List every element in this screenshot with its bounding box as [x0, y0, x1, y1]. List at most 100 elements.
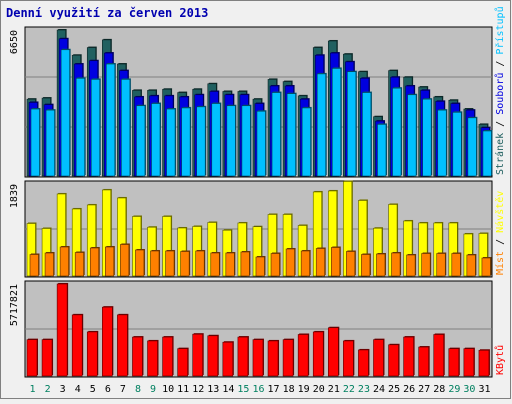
x-tick-label-day-31: 31 — [478, 384, 490, 395]
bar-kbytes-day-10-face — [162, 336, 173, 377]
bar-kbytes-day-29 — [448, 347, 460, 377]
bar-hits-day-1 — [30, 108, 41, 177]
bar-hits-day-26-face — [407, 94, 417, 177]
bar-sites-day-21 — [330, 246, 341, 277]
bar-kbytes-day-6-face — [102, 306, 113, 377]
bar-sites-day-2 — [44, 251, 55, 277]
bar-sites-day-5-face — [89, 247, 100, 277]
bar-kbytes-day-30 — [463, 347, 475, 377]
bar-kbytes-day-11-face — [177, 348, 188, 377]
bar-sites-day-11 — [180, 250, 191, 277]
bar-kbytes-day-12 — [192, 333, 204, 377]
x-tick-label-day-23: 23 — [358, 384, 370, 395]
bar-hits-day-16-face — [256, 110, 266, 177]
bar-kbytes-day-14-face — [222, 341, 234, 377]
bar-hits-day-10 — [166, 108, 177, 177]
bar-kbytes-day-6 — [102, 306, 114, 377]
x-tick-label-day-19: 19 — [298, 384, 310, 395]
bar-hits-day-7-face — [121, 79, 131, 177]
bar-hits-day-8-face — [136, 105, 146, 177]
bar-hits-day-29-face — [452, 112, 462, 177]
bar-hits-day-28-face — [437, 109, 447, 177]
x-tick-label-day-5: 5 — [90, 384, 96, 395]
bar-sites-day-4 — [74, 251, 85, 277]
bar-hits-day-6-face — [106, 63, 116, 177]
bar-kbytes-day-22 — [343, 339, 355, 377]
chart-title: Denní využití za červen 2013 — [6, 6, 208, 20]
x-tick-label-day-3: 3 — [60, 384, 66, 395]
bar-sites-day-24-face — [376, 253, 386, 277]
bar-sites-day-18-face — [285, 248, 295, 277]
bar-sites-day-28 — [436, 252, 447, 277]
bar-sites-day-25-face — [391, 252, 401, 277]
bar-hits-day-4 — [75, 77, 86, 177]
bar-hits-day-17-face — [271, 92, 281, 177]
bar-sites-day-9-face — [150, 250, 160, 277]
bar-hits-day-17 — [271, 91, 282, 177]
bar-sites-day-20-face — [315, 248, 326, 277]
bar-sites-day-11-face — [180, 251, 190, 277]
bar-kbytes-day-17 — [267, 339, 280, 377]
x-tick-label-day-24: 24 — [373, 384, 385, 395]
y-max-label-middle: 1839 — [9, 184, 20, 208]
x-tick-label-day-27: 27 — [418, 384, 430, 395]
x-tick-label-day-18: 18 — [283, 384, 295, 395]
bar-kbytes-day-25-face — [388, 344, 399, 377]
bar-hits-day-10-face — [166, 108, 176, 177]
bar-sites-day-16 — [255, 255, 266, 277]
bar-sites-day-28-face — [436, 253, 446, 277]
bar-hits-day-5-face — [90, 79, 101, 177]
bar-hits-day-4-face — [75, 78, 85, 177]
bar-sites-day-27-face — [421, 253, 431, 277]
bar-sites-day-23 — [361, 253, 371, 277]
bar-hits-day-11 — [181, 106, 192, 177]
x-tick-label-day-4: 4 — [75, 384, 81, 395]
legend-middle: Míst / Návštěv — [494, 191, 506, 275]
x-tick-label-day-14: 14 — [222, 384, 234, 395]
x-tick-label-day-16: 16 — [252, 384, 264, 395]
x-tick-label-day-17: 17 — [268, 384, 280, 395]
bar-kbytes-day-22-face — [343, 340, 354, 377]
bar-kbytes-day-25 — [388, 343, 400, 377]
bar-sites-day-16-face — [255, 256, 265, 277]
x-tick-label-day-15: 15 — [237, 384, 249, 395]
bar-sites-day-22-face — [346, 251, 356, 277]
bar-kbytes-day-19 — [297, 333, 310, 377]
bar-hits-day-27-face — [422, 98, 432, 177]
legend-item-sites: Míst — [494, 251, 506, 275]
bar-kbytes-day-13-face — [207, 335, 219, 377]
bar-sites-day-15-face — [240, 251, 250, 277]
bar-kbytes-day-1 — [26, 338, 38, 377]
bar-sites-day-12-face — [195, 250, 205, 277]
bar-kbytes-day-4 — [71, 313, 84, 377]
bar-sites-day-15 — [240, 250, 251, 277]
y-max-label-bottom: 5717821 — [9, 284, 20, 326]
bar-hits-day-15-face — [241, 105, 251, 177]
bar-hits-day-21 — [331, 67, 342, 177]
bar-kbytes-day-5-face — [86, 331, 98, 377]
bar-sites-day-10-face — [165, 250, 175, 277]
y-max-label-top: 6650 — [9, 30, 20, 54]
bar-sites-day-1 — [29, 253, 40, 277]
bar-kbytes-day-24-face — [373, 339, 384, 377]
bar-sites-day-20 — [315, 247, 326, 277]
bar-kbytes-day-21 — [327, 326, 340, 377]
bar-hits-day-5 — [90, 78, 101, 177]
bar-kbytes-day-2 — [41, 338, 54, 377]
legend-separator: / — [495, 233, 506, 251]
bar-hits-day-27 — [422, 98, 433, 177]
x-tick-label-day-13: 13 — [207, 384, 219, 395]
bar-hits-day-30-face — [467, 117, 477, 177]
bar-hits-day-1-face — [30, 108, 40, 177]
bar-hits-day-30 — [467, 116, 478, 177]
bar-sites-day-17-face — [270, 253, 280, 277]
bar-sites-day-30 — [466, 253, 477, 277]
x-tick-label-day-7: 7 — [120, 384, 126, 395]
bar-sites-day-26 — [406, 253, 417, 277]
bar-sites-day-6-face — [105, 246, 115, 277]
bar-kbytes-day-23 — [358, 348, 370, 377]
legend-item-pages: Stránek — [494, 133, 506, 175]
bar-sites-day-17 — [270, 252, 281, 277]
bar-hits-day-13 — [211, 102, 222, 177]
x-tick-label-day-9: 9 — [150, 384, 156, 395]
